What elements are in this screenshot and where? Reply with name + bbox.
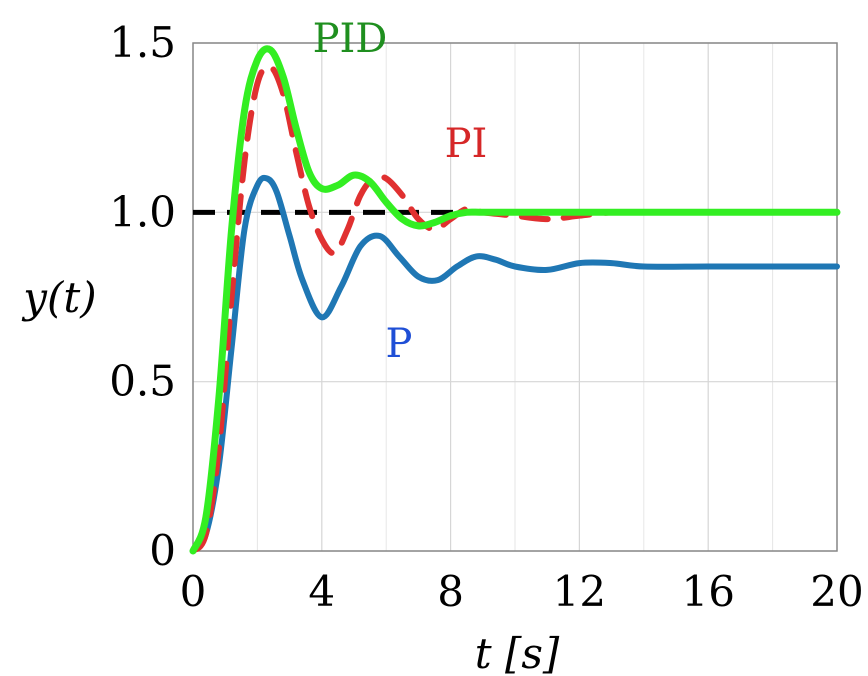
x-tick-label: 16: [681, 567, 734, 616]
series-layer: [189, 45, 841, 555]
ticks: 0 4 8 12 16 20 0 0.5 1.0 1.5: [109, 18, 864, 616]
x-tick-label: 20: [810, 567, 863, 616]
y-tick-label: 1.0: [109, 187, 176, 236]
plot-frame: [192, 42, 838, 552]
x-tick-label: 12: [553, 567, 606, 616]
y-tick-label: 1.5: [109, 18, 176, 67]
x-tick-label: 0: [180, 567, 207, 616]
x-tick-label: 4: [308, 567, 335, 616]
y-tick-label: 0.5: [109, 357, 176, 406]
y-tick-label: 0: [149, 526, 176, 575]
annotation-pi: PI: [445, 121, 488, 167]
y-axis-label: y(t): [21, 273, 96, 322]
series-line-p: [190, 174, 840, 554]
annotation-p: P: [386, 321, 413, 367]
x-axis-label: t [s]: [475, 629, 560, 676]
series-line-pid: [189, 45, 841, 555]
annotation-pid: PID: [313, 16, 388, 62]
x-tick-label: 8: [437, 567, 464, 616]
